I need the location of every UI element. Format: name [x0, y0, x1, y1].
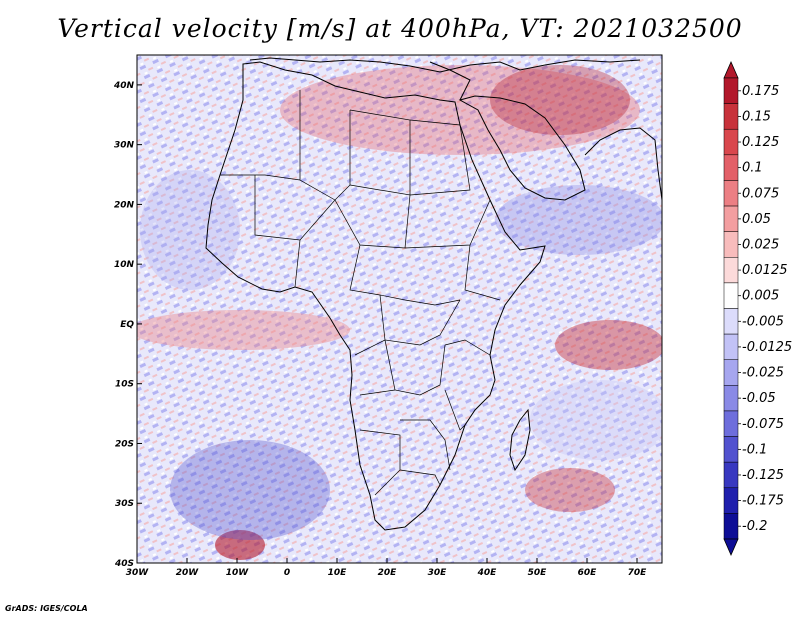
latitude-axis: 40N 30N 20N 10N EQ 10S 20S 30S 40S — [113, 81, 142, 569]
colorbar-swatch — [723, 180, 739, 207]
country-borders — [220, 90, 501, 496]
lat-tick-label: 40N — [113, 81, 135, 91]
colorbar-label: 0.15 — [742, 109, 771, 124]
lat-tick-label: 20N — [114, 200, 135, 210]
colorbar-label: -0.1 — [742, 442, 767, 457]
lat-tick-label: 30S — [115, 499, 134, 509]
colorbar-top-arrow — [723, 61, 739, 79]
colorbar-swatch — [723, 461, 739, 489]
lon-tick-label: 0 — [284, 568, 290, 578]
plot-frame — [136, 54, 663, 564]
colorbar-swatch — [723, 231, 739, 258]
colorbar-label: -0.075 — [742, 417, 784, 432]
colorbar-label: 0.025 — [742, 237, 779, 252]
longitude-axis: 30W 20W 10W 0 10E 20E 30E 40E 50E 60E 70E — [126, 558, 647, 578]
colorbar-label: -0.175 — [742, 494, 784, 509]
lon-tick-label: 30E — [428, 568, 448, 578]
colorbar-swatch — [723, 333, 739, 360]
colorbar-label: 0.05 — [742, 212, 771, 227]
lat-tick-label: 40S — [114, 559, 134, 569]
colorbar-swatch — [723, 308, 739, 335]
colorbar-swatch — [723, 205, 739, 232]
colorbar-swatch — [723, 359, 739, 386]
colorbar: 0.175 0.15 0.125 0.1 0.075 0.05 0.025 0.0125 0.0… — [723, 61, 792, 556]
colorbar-swatch — [723, 436, 739, 463]
colorbar-label: -0.2 — [742, 519, 767, 534]
colorbar-label: -0.025 — [742, 366, 784, 381]
lat-tick-label: 30N — [114, 141, 135, 151]
lat-tick-label: 10S — [115, 380, 134, 390]
map-title: Vertical velocity [m/s] at 400hPa, VT: 2… — [57, 14, 743, 43]
lon-tick-label: 20E — [378, 568, 398, 578]
colorbar-label: -0.005 — [742, 314, 784, 329]
colorbar-label: 0.125 — [742, 135, 779, 150]
colorbar-swatch — [723, 128, 739, 156]
lon-tick-label: 60E — [578, 568, 598, 578]
colorbar-label: -0.05 — [742, 391, 776, 406]
colorbar-bottom-arrow — [723, 538, 739, 556]
colorbar-label: 0.075 — [742, 186, 779, 201]
grads-credit: GrADS: IGES/COLA — [5, 604, 88, 613]
colorbar-swatch — [723, 410, 739, 437]
lat-tick-label: 20S — [115, 439, 134, 449]
colorbar-swatch — [723, 257, 739, 284]
colorbar-swatch — [723, 487, 739, 514]
lon-tick-label: 10E — [328, 568, 348, 578]
colorbar-label: 0.175 — [742, 84, 779, 99]
colorbar-swatch — [723, 282, 739, 309]
colorbar-label: 0.1 — [742, 161, 763, 176]
lon-tick-label: 70E — [628, 568, 648, 578]
colorbar-label: -0.125 — [742, 468, 784, 483]
colorbar-swatch — [723, 77, 739, 104]
colorbar-label: 0.0125 — [742, 263, 788, 278]
lat-tick-label: EQ — [120, 320, 134, 330]
lon-tick-label: 10W — [226, 568, 250, 578]
lat-tick-label: 10N — [114, 260, 135, 270]
colorbar-swatch — [723, 103, 739, 130]
colorbar-swatch — [723, 154, 739, 181]
lon-tick-label: 30W — [126, 568, 150, 578]
velocity-field — [137, 55, 662, 563]
colorbar-swatch — [723, 513, 739, 540]
colorbar-swatch — [723, 385, 739, 412]
lon-tick-label: 20W — [176, 568, 200, 578]
lon-tick-label: 50E — [528, 568, 548, 578]
colorbar-label: -0.0125 — [742, 340, 792, 355]
lon-tick-label: 40E — [477, 568, 498, 578]
colorbar-label: 0.005 — [742, 289, 779, 304]
